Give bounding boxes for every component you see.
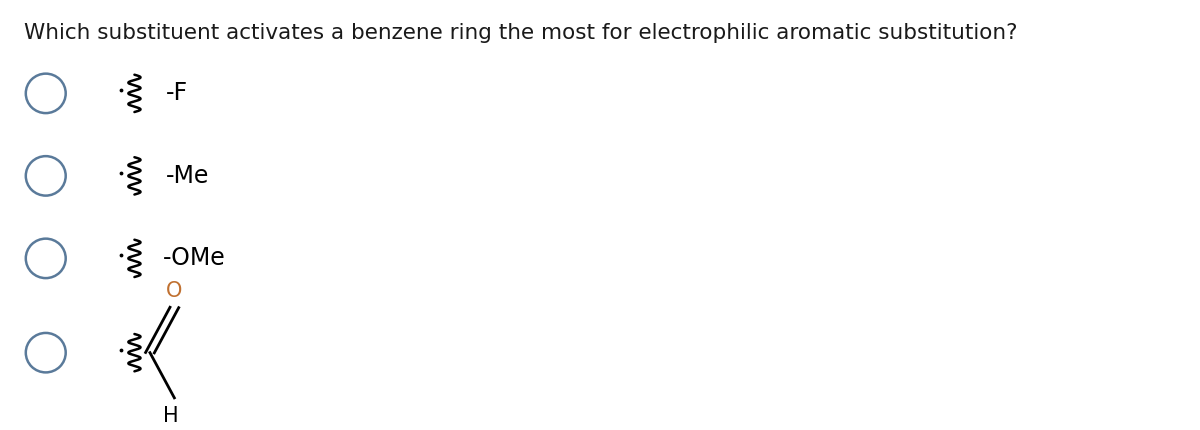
Text: H: H [163, 405, 179, 426]
Text: -F: -F [166, 81, 187, 105]
Text: O: O [166, 281, 182, 301]
Text: Which substituent activates a benzene ring the most for electrophilic aromatic s: Which substituent activates a benzene ri… [24, 23, 1018, 43]
Text: -OMe: -OMe [163, 246, 226, 270]
Text: -Me: -Me [166, 164, 209, 188]
